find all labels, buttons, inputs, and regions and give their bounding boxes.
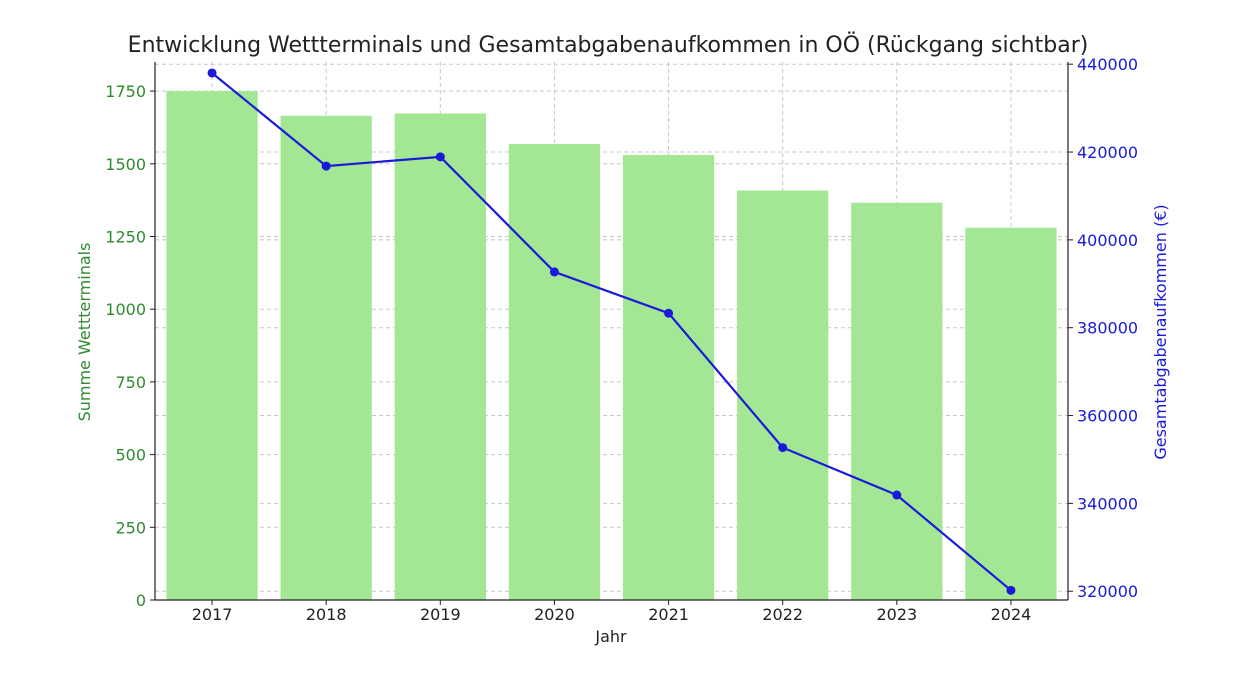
left-tick-label: 1000 xyxy=(105,300,146,319)
bar-2017 xyxy=(166,91,258,600)
left-tick-label: 1750 xyxy=(105,82,146,101)
bar-2020 xyxy=(508,144,601,600)
bar-2024 xyxy=(965,227,1057,601)
line-point-2018 xyxy=(321,161,331,171)
axes-layer: 2017 2018 2019 2020 2021 2022 2023 2024 0 250 500 7… xyxy=(105,55,1138,624)
line-point-2024 xyxy=(1006,585,1016,595)
x-tick-label: 2020 xyxy=(534,605,575,624)
right-tick-label: 380000 xyxy=(1077,319,1138,338)
line-layer xyxy=(207,68,1016,595)
x-tick-label: 2018 xyxy=(306,605,347,624)
series-line xyxy=(211,72,1012,592)
line-point-2022 xyxy=(778,443,788,453)
bar-2018 xyxy=(280,115,372,601)
left-tick-label: 1500 xyxy=(105,155,146,174)
x-tick-label: 2022 xyxy=(762,605,803,624)
x-tick-label: 2017 xyxy=(192,605,233,624)
x-tick-label: 2024 xyxy=(991,605,1032,624)
right-tick-label: 320000 xyxy=(1077,582,1138,601)
left-tick-label: 1250 xyxy=(105,227,146,246)
left-tick-label: 0 xyxy=(136,591,146,610)
line-point-2017 xyxy=(207,68,217,78)
bar-2021 xyxy=(622,155,715,601)
x-tick-label: 2023 xyxy=(876,605,917,624)
line-point-2020 xyxy=(549,267,559,277)
line-point-2023 xyxy=(892,490,902,500)
right-tick-label: 400000 xyxy=(1077,231,1138,250)
right-tick-label: 340000 xyxy=(1077,494,1138,513)
line-point-2021 xyxy=(664,308,674,318)
left-tick-label: 750 xyxy=(115,373,146,392)
right-tick-label: 360000 xyxy=(1077,407,1138,426)
right-tick-label: 420000 xyxy=(1077,143,1138,162)
right-axis-label: Gesamtabgabenaufkommen (€) xyxy=(1151,204,1170,459)
x-axis-label: Jahr xyxy=(594,627,627,646)
bar-2023 xyxy=(851,202,943,600)
bar-2022 xyxy=(737,190,829,600)
bar-2019 xyxy=(394,113,486,600)
line-point-2019 xyxy=(435,152,445,162)
bars-layer xyxy=(166,91,1057,601)
x-tick-label: 2021 xyxy=(648,605,689,624)
right-tick-label: 440000 xyxy=(1077,55,1138,74)
x-tick-label: 2019 xyxy=(420,605,461,624)
left-tick-label: 500 xyxy=(115,446,146,465)
left-axis-label: Summe Wettterminals xyxy=(75,243,94,422)
left-tick-label: 250 xyxy=(115,518,146,537)
chart-title: Entwicklung Wettterminals und Gesamtabga… xyxy=(128,32,1089,58)
